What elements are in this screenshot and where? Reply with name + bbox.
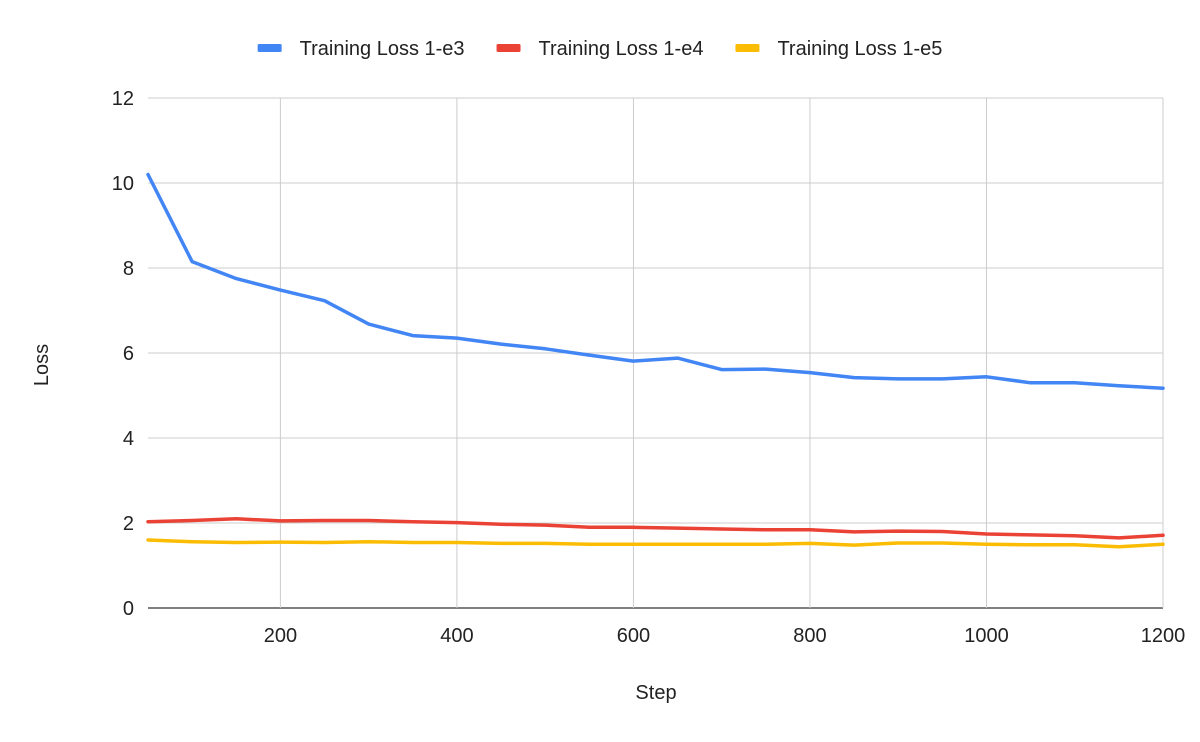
x-tick-label: 1200 (1141, 625, 1186, 647)
x-tick-label: 1000 (964, 625, 1009, 647)
chart-grid (148, 97, 1164, 609)
y-tick-label: 6 (123, 343, 134, 365)
legend-item-0: Training Loss 1-e3 (257, 38, 465, 60)
x-tick-label: 400 (440, 625, 473, 647)
y-axis-title: Loss (31, 344, 53, 386)
chart-legend: Training Loss 1-e3 Training Loss 1-e4 Trai… (257, 38, 942, 60)
x-tick-label: 600 (617, 625, 650, 647)
legend-label: Training Loss 1-e4 (539, 38, 704, 60)
legend-swatch (496, 44, 521, 52)
chart-series (146, 172, 1165, 549)
y-tick-label: 10 (112, 173, 134, 195)
legend-swatch (257, 44, 282, 52)
series-line-2 (146, 538, 1165, 549)
series-line-0 (146, 172, 1165, 391)
x-tick-label: 200 (264, 625, 297, 647)
series-line-1 (146, 517, 1165, 540)
x-axis: 200 400 600 800 1000 1200 (264, 625, 1186, 647)
legend-swatch (735, 44, 760, 52)
y-tick-label: 8 (123, 258, 134, 280)
y-axis: 0 2 4 6 8 10 12 (112, 88, 134, 620)
y-tick-label: 2 (123, 513, 134, 535)
legend-label: Training Loss 1-e3 (300, 38, 465, 60)
x-tick-label: 800 (793, 625, 826, 647)
x-axis-title: Step (635, 682, 676, 704)
legend-label: Training Loss 1-e5 (777, 38, 942, 60)
legend-item-1: Training Loss 1-e4 (496, 38, 704, 60)
y-tick-label: 4 (123, 428, 134, 450)
y-tick-label: 0 (123, 598, 134, 620)
y-tick-label: 12 (112, 88, 134, 110)
legend-item-2: Training Loss 1-e5 (735, 38, 942, 60)
